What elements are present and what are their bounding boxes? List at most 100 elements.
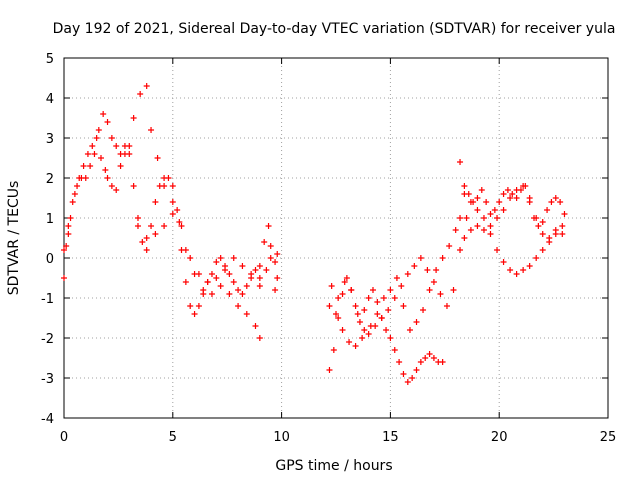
data-point xyxy=(235,303,242,309)
y-tick-label: -2 xyxy=(41,332,54,347)
data-point xyxy=(487,231,494,237)
data-point xyxy=(361,307,368,313)
data-point xyxy=(169,183,176,189)
data-point xyxy=(361,327,368,333)
x-axis-label: GPS time / hours xyxy=(275,458,392,474)
data-point xyxy=(339,291,346,297)
data-point xyxy=(97,155,104,161)
data-point xyxy=(263,267,270,273)
data-point xyxy=(95,127,102,133)
data-point xyxy=(217,283,224,289)
data-point xyxy=(504,187,511,193)
data-point xyxy=(507,267,514,273)
data-point xyxy=(274,251,281,257)
data-point xyxy=(165,175,172,181)
data-point xyxy=(230,255,237,261)
data-point xyxy=(195,303,202,309)
data-point xyxy=(326,303,333,309)
data-point xyxy=(326,367,333,373)
series-track-d xyxy=(256,223,281,269)
data-point xyxy=(526,263,533,269)
data-point xyxy=(354,311,361,317)
y-tick-label: 1 xyxy=(46,212,54,227)
data-point xyxy=(333,311,339,317)
data-point xyxy=(126,143,133,149)
data-point xyxy=(461,191,468,197)
data-point xyxy=(352,343,359,349)
data-point xyxy=(424,267,431,273)
data-point xyxy=(487,223,494,229)
data-point xyxy=(152,231,159,237)
data-point xyxy=(67,215,74,221)
data-point xyxy=(520,183,527,189)
data-point xyxy=(130,183,137,189)
data-point xyxy=(182,247,189,253)
data-point xyxy=(80,163,87,169)
data-point xyxy=(139,239,146,245)
data-point xyxy=(457,247,464,253)
data-point xyxy=(261,239,268,245)
y-tick-label: -1 xyxy=(41,292,54,307)
data-point xyxy=(195,271,202,277)
data-point xyxy=(409,375,416,381)
data-point xyxy=(539,247,546,253)
data-point xyxy=(413,319,420,325)
data-point xyxy=(213,275,220,281)
data-point xyxy=(252,323,259,329)
data-point xyxy=(256,335,263,341)
data-point xyxy=(387,335,394,341)
data-point xyxy=(457,215,464,221)
data-point xyxy=(352,303,359,309)
series-track-j xyxy=(461,183,566,241)
data-point xyxy=(346,339,353,345)
series-track-a xyxy=(61,135,263,317)
data-point xyxy=(513,187,520,193)
data-point xyxy=(339,327,346,333)
data-point xyxy=(152,199,159,205)
data-point xyxy=(420,307,427,313)
data-point xyxy=(330,347,337,353)
data-point xyxy=(104,119,111,125)
data-point xyxy=(359,335,366,341)
data-point xyxy=(513,271,520,277)
data-point xyxy=(182,279,189,285)
data-point xyxy=(391,295,398,301)
data-point xyxy=(559,223,566,229)
data-point xyxy=(539,219,546,225)
data-point xyxy=(450,287,457,293)
data-point xyxy=(63,243,70,249)
data-point xyxy=(84,151,91,157)
data-point xyxy=(391,347,398,353)
data-point xyxy=(365,295,372,301)
data-point xyxy=(478,187,485,193)
data-point xyxy=(369,287,376,293)
data-point xyxy=(430,279,437,285)
series-track-f xyxy=(326,215,470,349)
data-point xyxy=(439,359,446,365)
data-point xyxy=(413,367,420,373)
data-point xyxy=(400,303,407,309)
y-axis-label: SDTVAR / TECUs xyxy=(6,181,22,296)
data-point xyxy=(417,255,424,261)
data-point xyxy=(500,191,507,197)
data-point xyxy=(398,283,405,289)
data-point xyxy=(467,199,474,205)
data-point xyxy=(335,315,342,321)
data-point xyxy=(487,211,494,217)
data-point xyxy=(230,279,237,285)
data-point xyxy=(496,199,503,205)
data-point xyxy=(137,91,144,97)
data-point xyxy=(480,215,487,221)
data-point xyxy=(200,287,207,293)
data-point xyxy=(74,183,81,189)
data-point xyxy=(65,223,72,229)
data-point xyxy=(463,215,470,221)
data-point xyxy=(93,135,100,141)
data-point xyxy=(265,223,272,229)
data-point xyxy=(494,215,501,221)
data-point xyxy=(274,275,281,281)
data-point xyxy=(143,83,150,89)
data-point xyxy=(374,299,381,305)
y-tick-label: 3 xyxy=(46,132,54,147)
data-point xyxy=(400,371,407,377)
